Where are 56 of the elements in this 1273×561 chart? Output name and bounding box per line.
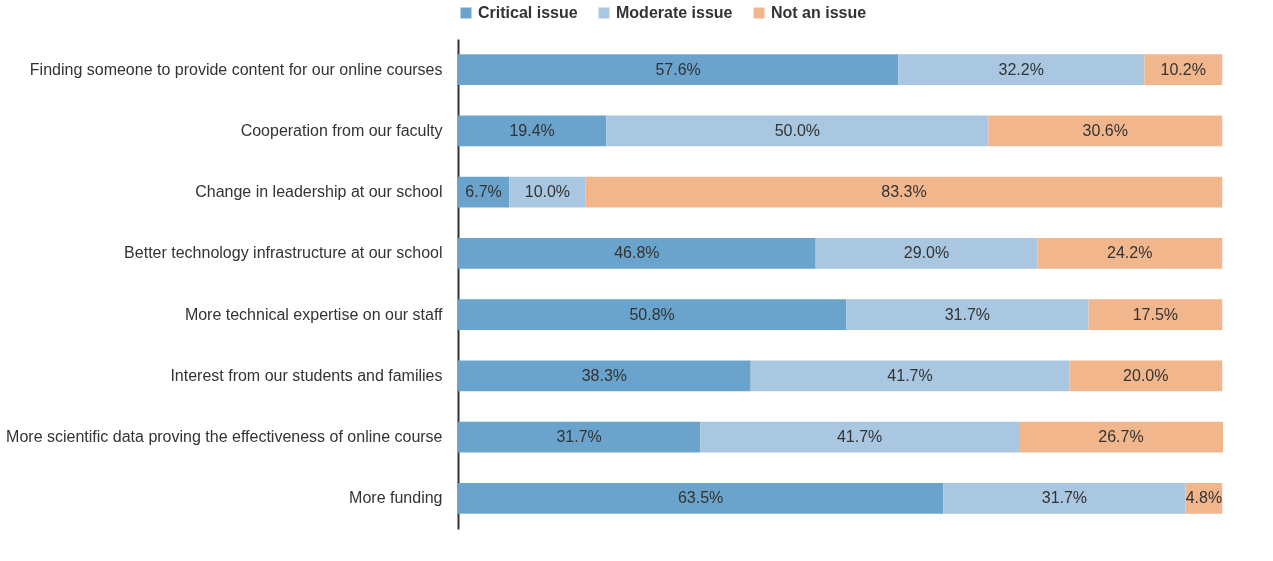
bar — [458, 421, 701, 453]
data-label: 41.7% — [836, 428, 883, 446]
bar — [606, 115, 989, 147]
data-label: 50.0% — [774, 121, 821, 139]
y-tick-label: Change in leadership at our school — [195, 183, 443, 201]
data-label: 10.2% — [1160, 60, 1206, 78]
data-label: 50.8% — [629, 305, 675, 323]
bar — [846, 299, 1089, 330]
data-label: 24.2% — [1107, 244, 1153, 262]
bar — [898, 54, 1145, 85]
data-label: 26.7% — [1098, 428, 1144, 446]
y-tick-label: More funding — [349, 489, 443, 507]
data-label: 41.7% — [887, 366, 933, 384]
data-label: 10.0% — [524, 183, 571, 201]
data-label: 30.6% — [1082, 121, 1128, 139]
bar — [458, 360, 751, 392]
bar — [585, 176, 1223, 208]
legend-label: Not an issue — [771, 4, 867, 21]
data-label: 29.0% — [903, 244, 950, 262]
bar — [1144, 54, 1223, 85]
data-label: 83.3% — [881, 183, 927, 201]
bar — [700, 421, 1019, 453]
data-label: 19.4% — [509, 121, 555, 139]
bar — [1018, 421, 1223, 453]
bar — [815, 238, 1038, 269]
bar — [458, 115, 607, 147]
bar — [458, 54, 899, 85]
data-label: 6.7% — [465, 183, 502, 201]
data-label: 31.7% — [944, 305, 991, 323]
data-label: 46.8% — [614, 244, 660, 262]
y-tick-label: More scientific data proving the effectiveness of online course — [6, 428, 443, 446]
y-tick-label: Cooperation from our faculty — [240, 121, 443, 139]
bar — [1069, 360, 1223, 392]
bar — [458, 299, 847, 330]
data-label: 17.5% — [1132, 305, 1179, 323]
y-tick-label: Better technology infrastructure at our school — [124, 244, 443, 262]
bar — [943, 483, 1186, 514]
bar — [750, 360, 1070, 392]
data-label: 63.5% — [677, 489, 724, 507]
bar — [988, 115, 1223, 147]
data-label: 4.8% — [1185, 489, 1223, 507]
data-label: 38.3% — [581, 366, 628, 384]
bar — [458, 238, 816, 269]
y-tick-label: Interest from our students and families — [170, 366, 443, 384]
data-label: 20.0% — [1123, 366, 1169, 384]
y-tick-label: Finding someone to provide content for our online courses — [29, 60, 443, 78]
data-label: 31.7% — [1041, 489, 1088, 507]
bar — [1088, 299, 1223, 330]
data-label: 57.6% — [655, 60, 701, 78]
legend-label: Critical issue — [478, 4, 578, 21]
bar — [458, 483, 944, 514]
y-tick-label: More technical expertise on our staff — [184, 305, 444, 323]
data-label: 31.7% — [556, 428, 602, 446]
data-label: 32.2% — [998, 60, 1044, 78]
bar — [1037, 238, 1223, 269]
legend-label: Moderate issue — [616, 4, 733, 21]
